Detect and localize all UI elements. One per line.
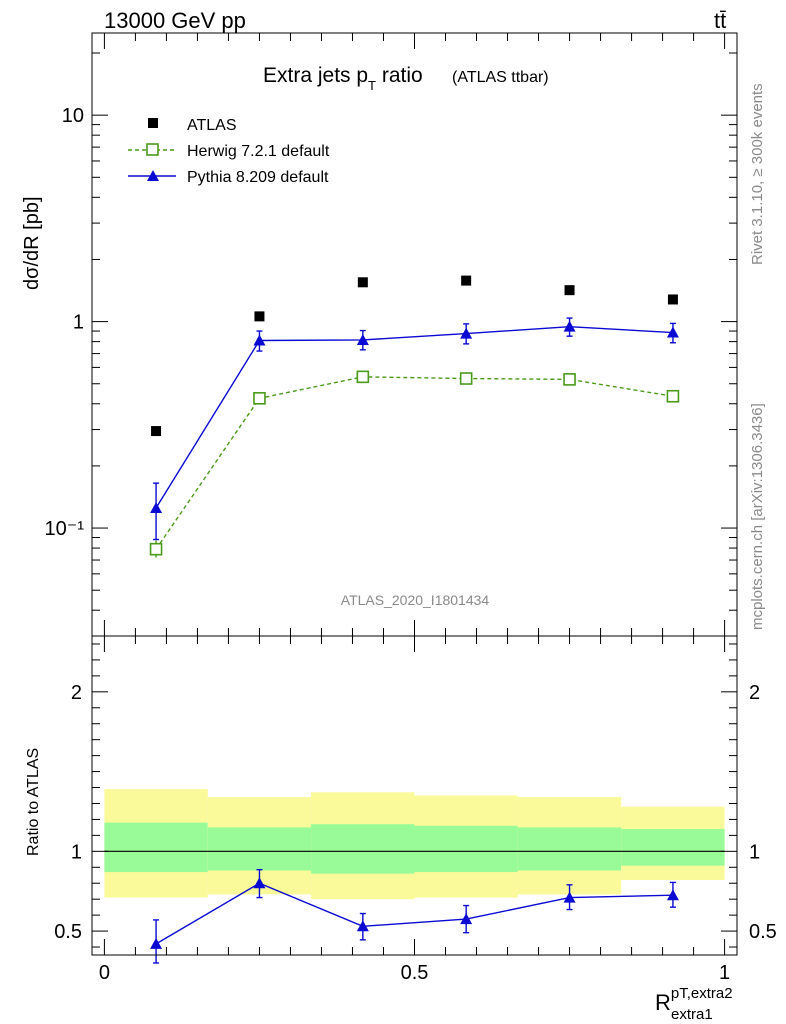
- ratio-xlabel: RpT,extra2: [655, 985, 733, 1015]
- analysis-watermark: ATLAS_2020_I1801434: [341, 592, 490, 608]
- ratio-pythia-point: [253, 877, 266, 889]
- energy-label: 13000 GeV pp: [104, 8, 246, 33]
- main-ytick-label: 10⁻¹: [45, 518, 85, 540]
- ratio-ytick-label-right: 0.5: [749, 921, 777, 943]
- pythia-point: [253, 334, 266, 346]
- ratio-ytick-label-right: 2: [749, 682, 760, 704]
- ratio-band-inner: [414, 825, 518, 873]
- ratio-pythia-line: [155, 882, 673, 945]
- ratio-xlabel-subscript: extra1: [671, 1006, 713, 1023]
- ratio-xtick-label: 0.5: [401, 962, 429, 984]
- ratio-band-inner: [517, 827, 622, 871]
- pythia-point: [666, 326, 679, 338]
- ratio-panel: 0.5 0.5 1 1 2 2 0 0.5 1 Ratio to ATLAS RpT,extra…: [25, 635, 777, 1023]
- legend-label-herwig: Herwig 7.2.1 default: [187, 143, 330, 160]
- pythia-point: [563, 320, 576, 332]
- legend-label-pythia: Pythia 8.209 default: [187, 169, 329, 186]
- ratio-ticks: 0.5 0.5 1 1 2 2 0 0.5 1: [54, 636, 777, 984]
- ratio-xtick-label: 0: [99, 962, 110, 984]
- main-ylabel: dσ/dR [pb]: [21, 196, 43, 290]
- ratio-ylabel: Ratio to ATLAS: [25, 748, 42, 856]
- atlas-point: [461, 275, 472, 286]
- chart-title-sub: T: [368, 78, 376, 93]
- legend: ATLAS Herwig 7.2.1 default Pythia 8.209 …: [128, 117, 330, 186]
- source-label: mcplots.cern.ch [arXiv:1306.3436]: [749, 403, 766, 630]
- legend-label-atlas: ATLAS: [187, 117, 237, 134]
- herwig-point: [253, 392, 266, 405]
- atlas-point: [151, 426, 162, 437]
- atlas-point: [254, 311, 265, 322]
- chart-title-tail: ratio: [376, 64, 423, 87]
- ratio-band-inner: [621, 828, 725, 866]
- ratio-frame: [91, 635, 738, 956]
- ratio-xtick-label: 1: [719, 962, 730, 984]
- herwig-line: [155, 376, 674, 550]
- ratio-pythia-point: [150, 937, 163, 949]
- ratio-bands: [104, 789, 725, 900]
- ratio-pythia-point: [666, 889, 679, 901]
- pythia-point: [356, 333, 369, 345]
- pythia-point: [460, 327, 473, 339]
- ratio-pythia-point: [563, 891, 576, 903]
- legend-marker-pythia: [147, 170, 159, 181]
- chart-title: Extra jets pT ratio: [263, 64, 423, 93]
- ratio-pythia-point: [460, 913, 473, 925]
- herwig-point: [356, 370, 370, 384]
- atlas-point: [357, 277, 368, 288]
- chart-title-main: Extra jets p: [263, 64, 368, 87]
- ratio-ytick-label: 2: [71, 682, 82, 704]
- main-ticks: 10⁻¹ 1 10: [45, 33, 737, 637]
- ratio-band-inner: [104, 822, 208, 873]
- pythia-line: [155, 325, 673, 509]
- atlas-point: [667, 294, 678, 305]
- main-panel: 10⁻¹ 1 10 Extra jets pT ratio (ATLAS ttbar…: [21, 32, 738, 637]
- ratio-ytick-label: 1: [71, 841, 82, 863]
- atlas-point: [564, 285, 575, 296]
- legend-marker-herwig: [146, 143, 159, 156]
- process-label: tt̄: [714, 8, 726, 33]
- main-ytick-label: 10: [62, 105, 84, 127]
- ratio-ytick-label-right: 1: [749, 841, 760, 863]
- herwig-point: [666, 389, 680, 403]
- chart-title-paren: (ATLAS ttbar): [452, 69, 549, 86]
- ratio-xlabel-main: R: [655, 990, 671, 1015]
- rivet-label: Rivet 3.1.10, ≥ 300k events: [749, 83, 766, 265]
- herwig-point: [563, 373, 576, 386]
- main-series: [149, 275, 680, 558]
- herwig-point: [459, 372, 473, 385]
- herwig-point: [149, 542, 163, 556]
- pythia-point: [150, 502, 163, 514]
- ratio-xlabel-sup: pT,extra2: [671, 985, 733, 1002]
- main-ytick-label: 1: [73, 312, 84, 334]
- ratio-series: [150, 868, 679, 964]
- ratio-pythia-point: [356, 920, 369, 932]
- legend-marker-atlas: [148, 118, 158, 128]
- ratio-band-inner: [207, 827, 312, 871]
- ratio-ytick-label: 0.5: [54, 921, 82, 943]
- ratio-band-inner: [311, 824, 415, 874]
